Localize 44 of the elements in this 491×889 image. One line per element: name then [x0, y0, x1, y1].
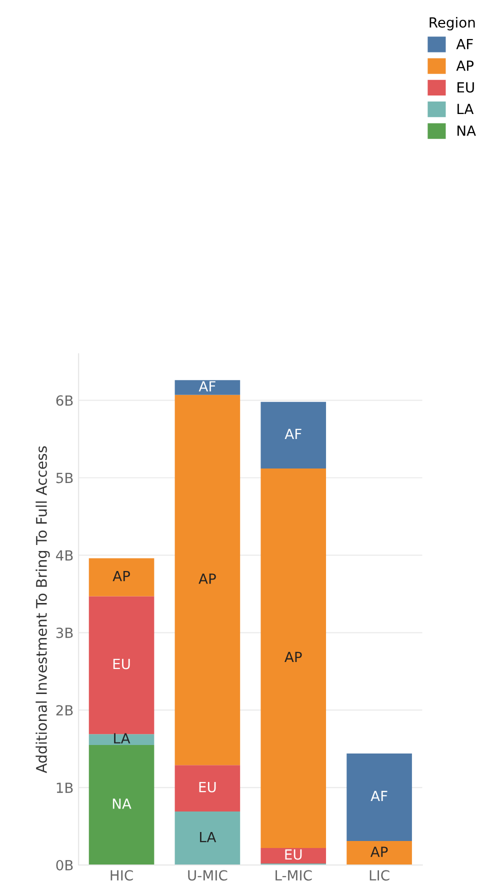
legend-label: LA — [458, 104, 474, 114]
legend-title: Region — [430, 16, 475, 30]
text: EU — [199, 782, 216, 792]
legend-label: AP — [456, 60, 474, 71]
x-tick-label: HIC — [110, 870, 133, 881]
legend-label: EU — [458, 82, 474, 93]
y-axis-title: Additional Investment To Bring To Full Access — [36, 446, 50, 774]
text: AP — [284, 652, 302, 662]
text: LA — [114, 733, 130, 744]
bar — [88, 734, 154, 745]
text: EU — [285, 849, 302, 860]
legend-label: NA — [458, 126, 476, 136]
text: LA — [200, 832, 216, 842]
text: AF — [284, 428, 302, 439]
y-tick-label: 1B — [56, 782, 73, 793]
y-tick-label: 2B — [56, 705, 73, 716]
legend-label: AF — [456, 39, 473, 50]
bar — [174, 394, 240, 766]
bar — [88, 558, 154, 596]
text: AP — [198, 574, 216, 584]
y-tick-label: 5B — [56, 472, 73, 484]
bar — [346, 840, 412, 865]
y-tick-label: 4B — [56, 550, 73, 560]
bar — [260, 402, 326, 468]
text: NA — [112, 798, 132, 809]
bar — [88, 596, 154, 734]
bar — [174, 765, 240, 812]
bar — [260, 848, 326, 864]
y-tick-label: 3B — [56, 628, 73, 638]
text: EU — [113, 658, 130, 670]
x-tick-label: L-MIC — [276, 870, 312, 881]
bar — [346, 753, 412, 841]
y-tick-label: 6B — [56, 395, 73, 406]
x-tick-label: U-MIC — [188, 870, 228, 881]
text: AP — [112, 570, 130, 582]
bar — [174, 812, 240, 865]
x-tick-label: LIC — [370, 870, 390, 881]
bar — [260, 468, 326, 848]
text: AF — [370, 790, 388, 802]
bar — [88, 744, 154, 865]
text: AF — [198, 381, 216, 392]
y-tick-label: 0B — [56, 860, 73, 870]
text: AP — [370, 846, 388, 857]
bar — [174, 380, 240, 395]
